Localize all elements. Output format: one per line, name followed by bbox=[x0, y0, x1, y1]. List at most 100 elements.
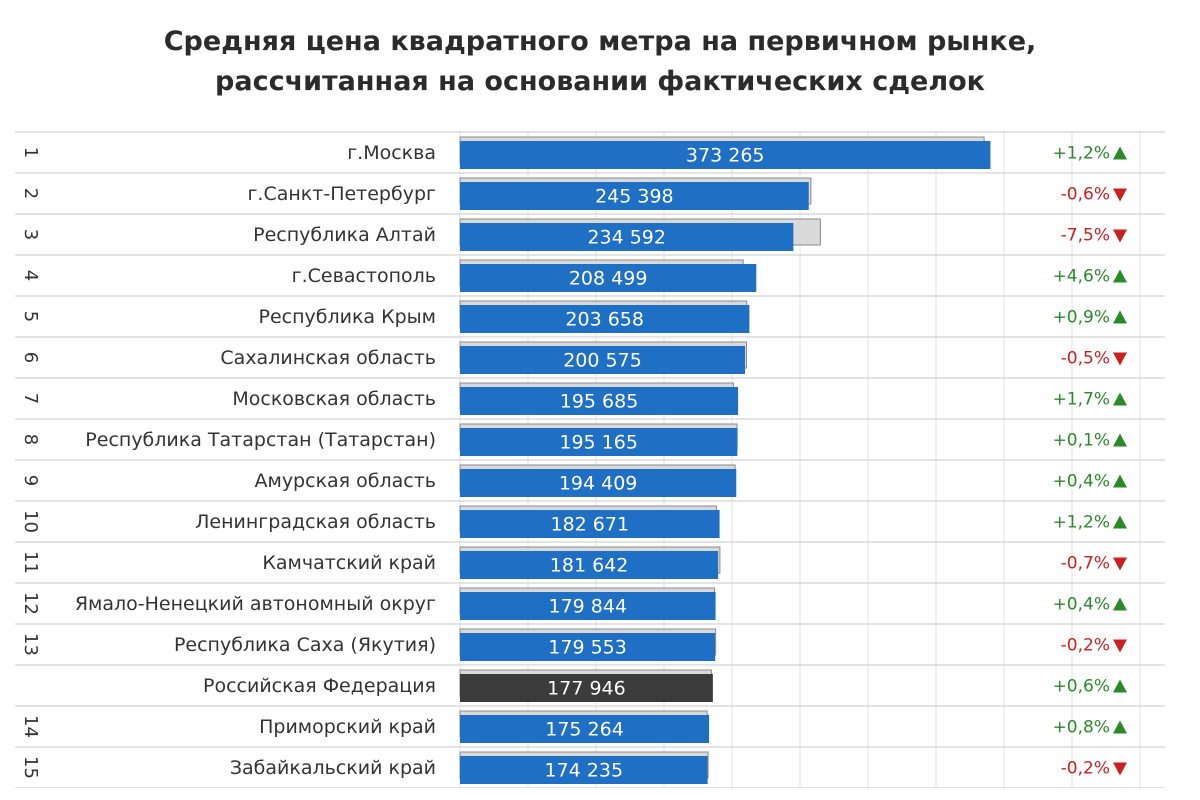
change-label: -0,6% bbox=[1061, 185, 1110, 205]
chart-row: 2 г.Санкт-Петербург 245 398 -0,6% bbox=[15, 172, 1165, 210]
value-bar bbox=[460, 387, 739, 415]
rank-label: 8 bbox=[20, 434, 41, 445]
value-label: 175 264 bbox=[545, 719, 624, 741]
value-label: 234 592 bbox=[587, 227, 666, 249]
category-label: Камчатский край bbox=[262, 552, 436, 574]
value-bar bbox=[460, 756, 708, 784]
value-label: 179 844 bbox=[548, 596, 627, 618]
chart-row: 3 Республика Алтай 234 592 -7,5% bbox=[15, 213, 1165, 251]
rank-label: 14 bbox=[20, 715, 41, 738]
category-label: Амурская область bbox=[254, 470, 436, 492]
up-arrow-icon bbox=[1113, 720, 1127, 734]
up-arrow-icon bbox=[1113, 433, 1127, 447]
up-arrow-icon bbox=[1113, 392, 1127, 406]
value-label: 203 658 bbox=[565, 309, 644, 331]
value-bar bbox=[460, 141, 991, 169]
change-label: +1,2% bbox=[1053, 513, 1110, 533]
change-label: -0,2% bbox=[1061, 636, 1110, 656]
change-label: +4,6% bbox=[1053, 267, 1110, 287]
chart-row: 5 Республика Крым 203 658 +0,9% bbox=[15, 295, 1165, 333]
chart-title-line-1: Средняя цена квадратного метра на первич… bbox=[163, 26, 1037, 57]
down-arrow-icon bbox=[1113, 639, 1127, 653]
down-arrow-icon bbox=[1113, 229, 1127, 243]
chart-row: 7 Московская область 195 685 +1,7% bbox=[15, 377, 1165, 415]
change-label: +0,8% bbox=[1053, 718, 1110, 738]
up-arrow-icon bbox=[1113, 310, 1127, 324]
value-label: 181 642 bbox=[550, 555, 629, 577]
value-label: 373 265 bbox=[686, 145, 765, 167]
value-bar bbox=[460, 633, 716, 661]
value-label: 195 165 bbox=[559, 432, 638, 454]
category-label: г.Севастополь bbox=[292, 265, 436, 287]
chart-row: 4 г.Севастополь 208 499 +4,6% bbox=[15, 254, 1165, 292]
change-label: -0,2% bbox=[1061, 759, 1110, 779]
category-label: Московская область bbox=[232, 388, 436, 410]
category-label: Республика Саха (Якутия) bbox=[174, 634, 436, 656]
value-bar bbox=[460, 510, 720, 538]
rank-label: 9 bbox=[20, 475, 41, 486]
chart-row: 8 Республика Татарстан (Татарстан) 195 165… bbox=[15, 418, 1165, 456]
value-label: 200 575 bbox=[563, 350, 642, 372]
change-label: +1,7% bbox=[1053, 390, 1110, 410]
value-label: 179 553 bbox=[548, 637, 627, 659]
category-label: Республика Татарстан (Татарстан) bbox=[85, 429, 436, 451]
category-label: г.Санкт-Петербург bbox=[247, 183, 436, 205]
chart-row: 14 Приморский край 175 264 +0,8% bbox=[15, 705, 1165, 743]
chart-row: 6 Сахалинская область 200 575 -0,5% bbox=[15, 336, 1165, 374]
change-label: +0,9% bbox=[1053, 308, 1110, 328]
category-label: Ленинградская область bbox=[195, 511, 436, 533]
up-arrow-icon bbox=[1113, 597, 1127, 611]
value-bar bbox=[460, 264, 757, 292]
category-label: Приморский край bbox=[259, 716, 436, 738]
value-bar bbox=[460, 674, 713, 702]
change-label: +0,4% bbox=[1053, 595, 1110, 615]
up-arrow-icon bbox=[1113, 515, 1127, 529]
rank-label: 3 bbox=[20, 229, 41, 240]
change-label: +0,6% bbox=[1053, 677, 1110, 697]
chart-title: Средняя цена квадратного метра на первич… bbox=[0, 22, 1200, 102]
bar-chart: 1 г.Москва 373 265 +1,2%2 г.Санкт-Петербург 2… bbox=[15, 131, 1165, 788]
value-label: 182 671 bbox=[551, 514, 630, 536]
change-label: -7,5% bbox=[1061, 226, 1110, 246]
rank-label: 5 bbox=[20, 311, 41, 322]
value-label: 208 499 bbox=[569, 268, 648, 290]
rank-label: 10 bbox=[20, 510, 41, 533]
down-arrow-icon bbox=[1113, 762, 1127, 776]
down-arrow-icon bbox=[1113, 188, 1127, 202]
chart-row: 11 Камчатский край 181 642 -0,7% bbox=[15, 541, 1165, 579]
value-label: 245 398 bbox=[595, 186, 674, 208]
chart-title-line-2: рассчитанная на основании фактических сд… bbox=[215, 66, 985, 97]
value-bar bbox=[460, 223, 794, 251]
category-label: Республика Алтай bbox=[253, 224, 436, 246]
chart-row: 10 Ленинградская область 182 671 +1,2% bbox=[15, 500, 1165, 538]
value-bar bbox=[460, 182, 809, 210]
value-bar bbox=[460, 305, 750, 333]
value-label: 194 409 bbox=[559, 473, 638, 495]
rank-label: 6 bbox=[20, 352, 41, 363]
chart-row: 13 Республика Саха (Якутия) 179 553 -0,2% bbox=[15, 623, 1165, 661]
value-bar bbox=[460, 428, 738, 456]
chart-row: 9 Амурская область 194 409 +0,4% bbox=[15, 459, 1165, 497]
value-bar bbox=[460, 715, 710, 743]
change-label: -0,5% bbox=[1061, 349, 1110, 369]
category-label: г.Москва bbox=[347, 142, 436, 164]
category-label: Сахалинская область bbox=[220, 347, 436, 369]
category-label: Российская Федерация bbox=[203, 675, 436, 697]
rank-label: 2 bbox=[20, 188, 41, 199]
rank-label: 11 bbox=[20, 551, 41, 574]
up-arrow-icon bbox=[1113, 474, 1127, 488]
down-arrow-icon bbox=[1113, 557, 1127, 571]
down-arrow-icon bbox=[1113, 352, 1127, 366]
up-arrow-icon bbox=[1113, 269, 1127, 283]
rank-label: 1 bbox=[20, 147, 41, 158]
rank-label: 12 bbox=[20, 592, 41, 615]
rank-label: 4 bbox=[20, 270, 41, 281]
chart-row: 12 Ямало-Ненецкий автономный округ 179 844… bbox=[15, 582, 1165, 620]
category-label: Забайкальский край bbox=[230, 757, 436, 779]
chart-row: 1 г.Москва 373 265 +1,2% bbox=[15, 131, 1165, 169]
rank-label: 7 bbox=[20, 393, 41, 404]
chart-row: 15 Забайкальский край 174 235 -0,2% bbox=[15, 746, 1165, 784]
value-bar bbox=[460, 551, 719, 579]
change-label: +0,4% bbox=[1053, 472, 1110, 492]
value-bar bbox=[460, 346, 746, 374]
